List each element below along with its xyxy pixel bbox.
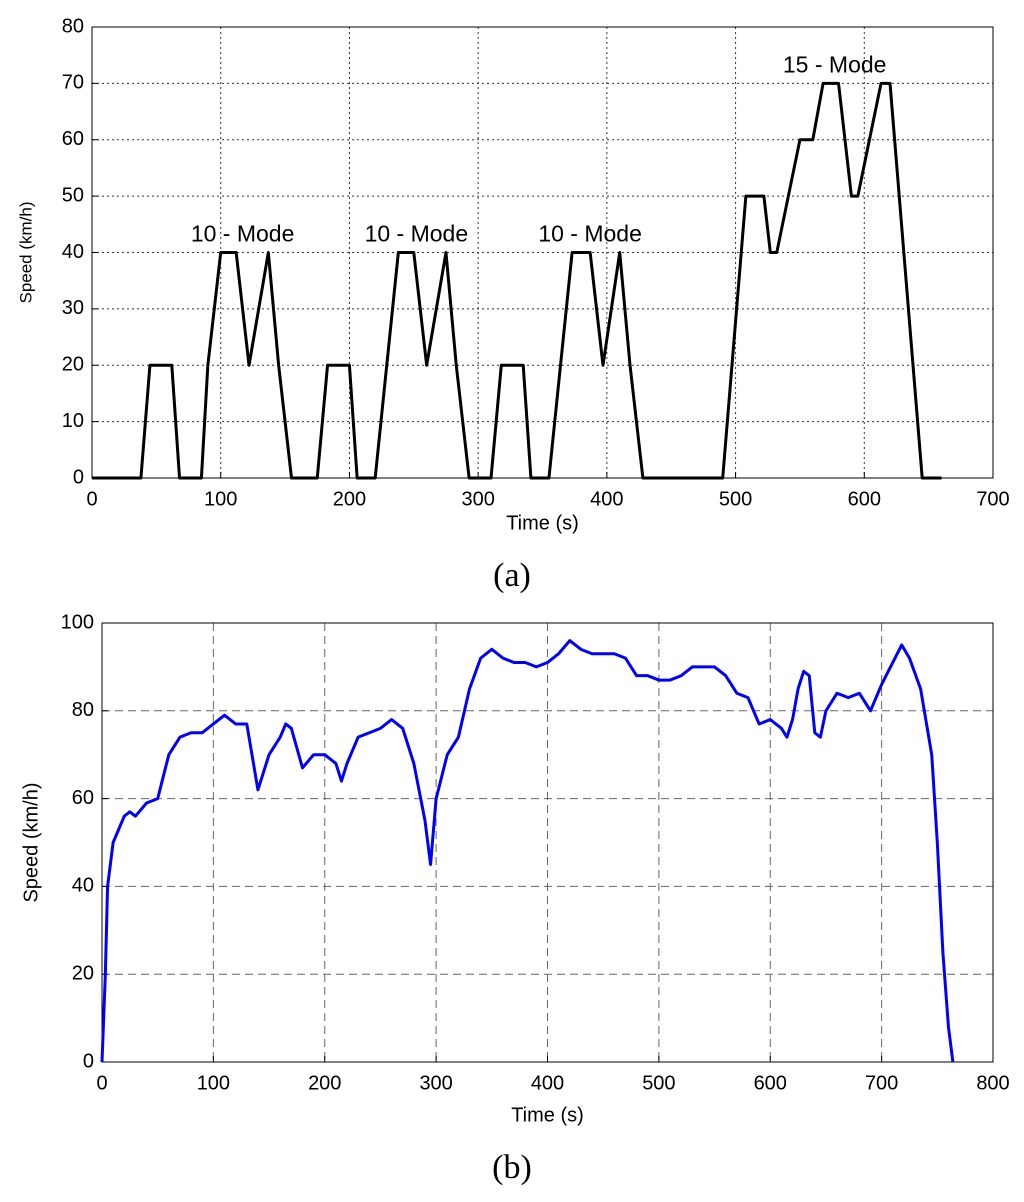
x-tick-label: 300 — [419, 1072, 452, 1094]
y-tick-label: 60 — [72, 787, 94, 809]
data-line — [100, 639, 955, 1063]
x-axis-title: Time (s) — [506, 512, 579, 534]
y-tick-label: 50 — [62, 184, 84, 206]
annotation: 15 - Mode — [783, 52, 887, 78]
x-tick-label: 0 — [86, 488, 97, 510]
y-tick-label: 20 — [62, 354, 84, 376]
y-tick-label: 0 — [73, 466, 84, 488]
caption: (b) — [492, 1149, 532, 1186]
x-tick-label: 600 — [754, 1072, 787, 1094]
x-tick-label: 0 — [96, 1072, 107, 1094]
y-tick-label: 80 — [62, 15, 84, 37]
x-tick-label: 500 — [719, 488, 752, 510]
y-tick-label: 80 — [72, 699, 94, 721]
y-tick-label: 40 — [62, 241, 84, 263]
plot-frame — [101, 622, 994, 1063]
x-tick-label: 100 — [204, 488, 237, 510]
y-tick-label: 0 — [83, 1050, 94, 1072]
annotation: 10 - Mode — [538, 221, 642, 247]
x-tick-label: 700 — [865, 1072, 898, 1094]
y-tick-label: 70 — [62, 72, 84, 94]
x-tick-label: 400 — [531, 1072, 564, 1094]
x-tick-label: 300 — [461, 488, 494, 510]
x-tick-label: 600 — [848, 488, 881, 510]
x-tick-label: 800 — [976, 1072, 1009, 1094]
y-tick-label: 30 — [62, 297, 84, 319]
x-tick-label: 100 — [197, 1072, 230, 1094]
annotation: 10 - Mode — [365, 221, 469, 247]
x-tick-label: 700 — [976, 488, 1009, 510]
y-tick-label: 20 — [72, 962, 94, 984]
y-tick-label: 10 — [62, 410, 84, 432]
y-axis-title: Speed (km/h) — [20, 782, 42, 902]
y-tick-label: 40 — [72, 875, 94, 897]
y-tick-label: 60 — [62, 128, 84, 150]
x-axis-title: Time (s) — [511, 1104, 584, 1126]
annotation: 10 - Mode — [191, 221, 295, 247]
x-tick-label: 400 — [590, 488, 623, 510]
data-line — [92, 81, 942, 480]
x-tick-label: 500 — [642, 1072, 675, 1094]
x-tick-label: 200 — [308, 1072, 341, 1094]
y-tick-label: 100 — [61, 611, 94, 633]
x-tick-label: 200 — [333, 488, 366, 510]
caption: (a) — [493, 557, 531, 594]
y-axis-title: Speed (km/h) — [16, 201, 35, 303]
